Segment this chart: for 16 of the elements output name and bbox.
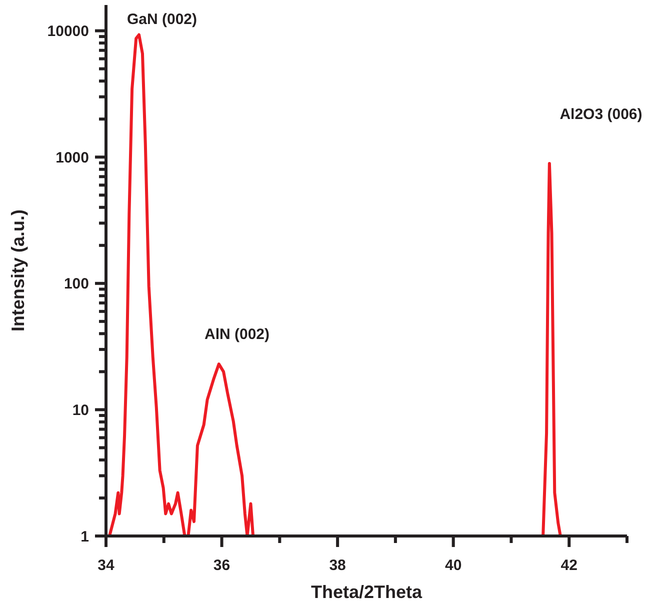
y-tick-label: 10 xyxy=(72,402,89,419)
x-tick-label: 38 xyxy=(329,557,346,574)
line-series xyxy=(108,33,562,538)
x-tick-label: 40 xyxy=(444,557,462,574)
annotation: Al2O3 (006) xyxy=(560,106,642,123)
y-tick-label: 1000 xyxy=(56,149,89,166)
x-tick-label: 36 xyxy=(213,557,230,574)
x-tick-label: 34 xyxy=(98,557,115,574)
x-axis-title: Theta/2Theta xyxy=(310,582,423,602)
y-tick-label: 1 xyxy=(80,528,89,546)
x-tick-label: 42 xyxy=(560,557,578,574)
annotation: GaN (002) xyxy=(126,11,198,28)
annotation: AlN (002) xyxy=(204,326,270,343)
y-tick-label: 100 xyxy=(64,276,89,293)
y-tick-label: 10000 xyxy=(47,23,89,40)
y-axis-title: Intensity (a.u.) xyxy=(8,209,28,332)
